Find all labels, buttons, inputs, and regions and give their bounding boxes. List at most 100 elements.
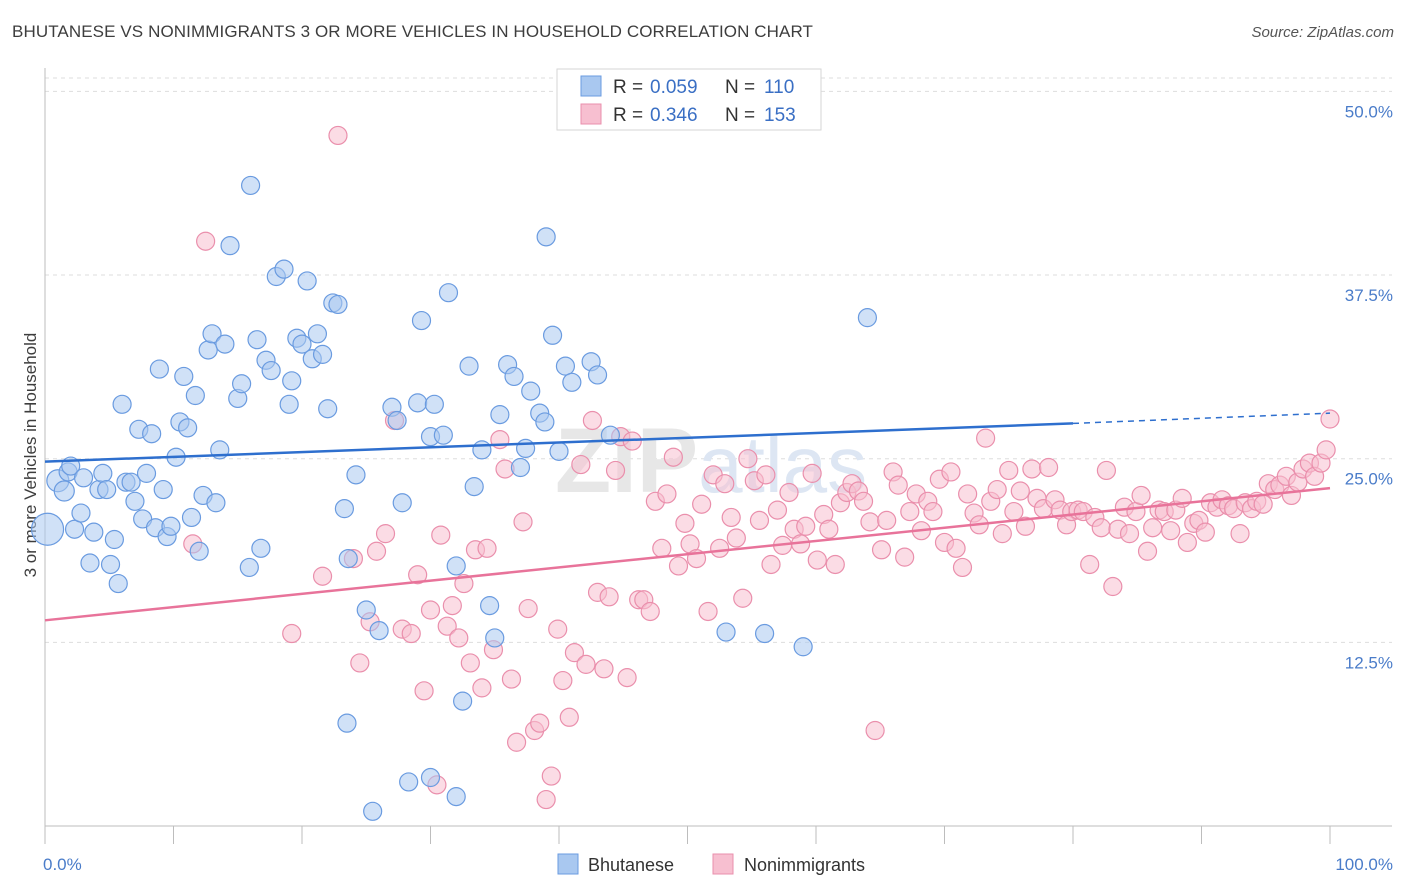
bhutanese-point: [504, 366, 524, 387]
nonimmigrants-point: [1038, 457, 1059, 478]
bhutanese-point: [53, 480, 75, 502]
bhutanese-point: [121, 472, 141, 492]
bhutanese-point: [312, 344, 333, 364]
bhutanese-point: [408, 393, 428, 413]
bottom-legend-swatch-nonimmigrants: [712, 853, 734, 875]
bhutanese-point: [232, 374, 252, 394]
bhutanese-point: [420, 767, 441, 788]
y-tick-label: 37.5%: [1345, 286, 1393, 305]
bhutanese-point: [181, 507, 202, 528]
bhutanese-point: [356, 600, 376, 620]
bhutanese-point: [346, 465, 366, 485]
bhutanese-point: [292, 334, 312, 354]
nonimmigrants-point: [819, 519, 839, 539]
bhutanese-point: [247, 330, 267, 350]
bhutanese-point: [485, 628, 505, 648]
bhutanese-point: [282, 371, 302, 391]
bhutanese-point: [716, 622, 736, 642]
nonimmigrants-point: [946, 538, 966, 558]
bottom-legend: Bhutanese Nonimmigrants: [557, 853, 865, 875]
bhutanese-point: [555, 356, 576, 376]
nonimmigrants-point: [477, 538, 497, 558]
bhutanese-point: [178, 418, 198, 438]
nonimmigrants-point: [472, 678, 492, 698]
nonimmigrants-point: [652, 538, 672, 558]
bhutanese-point: [239, 557, 259, 578]
nonimmigrants-point: [617, 668, 637, 688]
bhutanese-point: [307, 324, 328, 344]
bhutanese-point: [433, 425, 453, 445]
legend: R = 0.059 N = 110 R = 0.346 N = 153: [556, 68, 822, 131]
chart-title: BHUTANESE VS NONIMMIGRANTS 3 OR MORE VEH…: [12, 22, 814, 41]
bhutanese-point: [754, 623, 775, 644]
nonimmigrants-point: [779, 482, 799, 503]
nonimmigrants-point: [1010, 481, 1030, 501]
nonimmigrants-point: [1119, 524, 1140, 544]
x-axis: 0.0% 100.0%: [43, 68, 1393, 874]
legend-n-value-2: 153: [764, 105, 796, 126]
legend-r-label-2: R =: [613, 105, 643, 126]
trend-lines: [44, 412, 1331, 622]
bhutanese-point: [73, 468, 94, 488]
nonimmigrants-point: [976, 428, 996, 448]
nonimmigrants-point: [1320, 409, 1340, 429]
nonimmigrants-point: [375, 524, 396, 544]
nonimmigrants-point: [1015, 516, 1036, 536]
nonimmigrants-point: [668, 556, 689, 576]
bhutanese-point: [149, 359, 169, 379]
source-label: Source: ZipAtlas.com: [1251, 24, 1394, 41]
bhutanese-point: [189, 541, 209, 561]
nonimmigrants-point: [518, 598, 538, 619]
nonimmigrants-point: [599, 587, 619, 607]
bhutanese-point: [318, 399, 338, 419]
bhutanese-point: [174, 366, 194, 387]
nonimmigrants-point: [923, 501, 943, 522]
y-tick-label: 50.0%: [1345, 102, 1393, 121]
bhutanese-point: [251, 538, 271, 558]
nonimmigrants-point: [726, 528, 746, 548]
bottom-legend-label-bhutanese: Bhutanese: [588, 855, 674, 875]
nonimmigrants-point: [767, 500, 788, 520]
bhutanese-point: [80, 553, 100, 573]
series-points-bhutanese: [30, 175, 878, 821]
bhutanese-point: [185, 385, 205, 406]
bhutanese-point: [125, 491, 145, 511]
bhutanese-point: [30, 512, 65, 546]
nonimmigrants-point: [860, 512, 880, 532]
nonimmigrants-point: [1177, 532, 1197, 553]
x-tick-label-max: 100.0%: [1335, 855, 1393, 874]
bhutanese-point: [387, 410, 407, 431]
bhutanese-point: [328, 294, 348, 315]
nonimmigrants-point: [1126, 501, 1146, 522]
nonimmigrants-point: [196, 231, 216, 251]
nonimmigrants-point: [312, 566, 333, 586]
bottom-legend-swatch-bhutanese: [557, 853, 579, 875]
bhutanese-point: [399, 772, 419, 792]
bhutanese-point: [71, 503, 91, 523]
bhutanese-point: [215, 334, 235, 354]
nonimmigrants-point: [692, 494, 712, 514]
nonimmigrants-point: [501, 669, 522, 689]
bhutanese-point: [202, 324, 222, 344]
bhutanese-point: [453, 691, 473, 711]
bhutanese-point: [515, 438, 536, 459]
nonimmigrants-point: [877, 510, 897, 531]
nonimmigrants-point: [460, 653, 480, 673]
bhutanese-point: [446, 787, 466, 807]
nonimmigrants-point: [640, 601, 660, 622]
bhutanese-point: [261, 360, 281, 381]
bhutanese-point: [161, 516, 181, 536]
nonimmigrants-point: [437, 616, 457, 636]
watermark: ZIPatlas: [555, 410, 867, 512]
bhutanese-point: [438, 283, 459, 303]
bhutanese-point: [198, 340, 218, 360]
nonimmigrants-point: [761, 554, 781, 575]
nonimmigrants-point: [952, 557, 973, 578]
bhutanese-point: [206, 493, 226, 513]
bhutanese-trend-extension: [1072, 412, 1331, 425]
legend-swatch-bhutanese: [580, 75, 602, 97]
x-tick-label-min: 0.0%: [43, 855, 82, 874]
bhutanese-point: [424, 394, 444, 414]
bhutanese-point: [84, 522, 104, 542]
nonimmigrants-point: [594, 659, 614, 679]
